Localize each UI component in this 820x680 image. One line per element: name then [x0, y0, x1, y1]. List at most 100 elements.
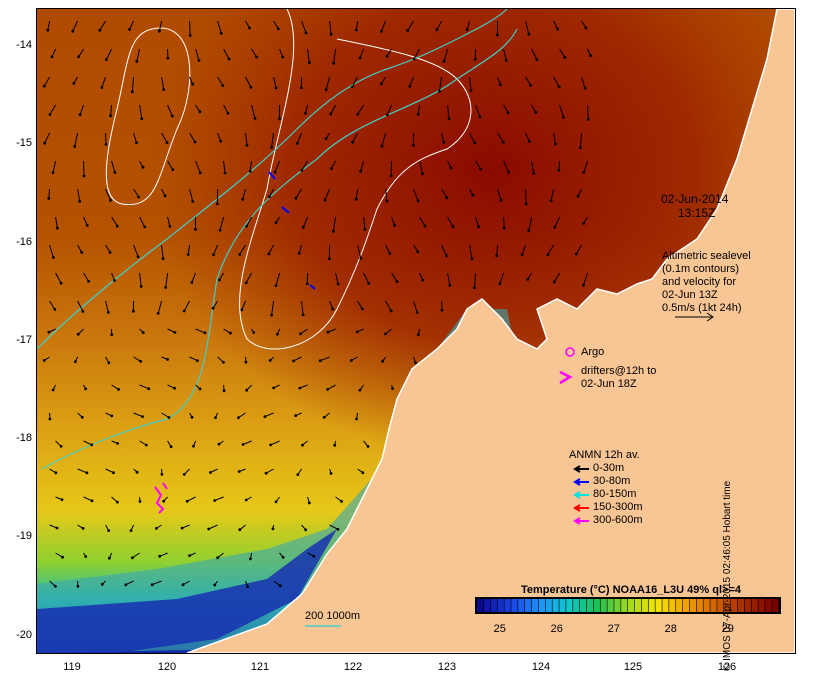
velocity-vector — [47, 20, 51, 31]
velocity-vector-head — [473, 286, 476, 290]
velocity-vector-head — [54, 584, 57, 588]
colorbar-tick-label: 25 — [493, 623, 506, 635]
velocity-vector — [44, 132, 51, 144]
velocity-vector-head — [576, 194, 580, 198]
velocity-vector-head — [527, 32, 531, 36]
colorbar-cell — [531, 599, 539, 612]
velocity-vector-head — [389, 174, 393, 178]
velocity-vector-head — [166, 56, 170, 60]
velocity-vector — [239, 244, 246, 255]
velocity-vector-head — [421, 172, 424, 176]
velocity-vector-head — [141, 415, 144, 418]
velocity-vector — [110, 104, 113, 116]
velocity-vector-head — [363, 228, 367, 231]
velocity-vector — [554, 216, 561, 228]
velocity-vector-head — [168, 224, 172, 228]
velocity-vector-head — [349, 359, 353, 362]
velocity-vector-head — [108, 556, 111, 560]
velocity-vector-head — [470, 257, 474, 261]
velocity-vector — [330, 104, 337, 115]
isobath-200m — [41, 28, 518, 470]
velocity-vector-head — [389, 309, 393, 313]
velocity-vector-head — [479, 167, 482, 171]
velocity-vector-head — [48, 113, 52, 116]
lon-tick-label: 120 — [157, 661, 177, 673]
velocity-vector-head — [502, 226, 506, 230]
velocity-vector — [413, 300, 418, 313]
velocity-vector-head — [241, 443, 245, 446]
velocity-vector-head — [162, 88, 166, 91]
velocity-vector-head — [532, 172, 536, 175]
velocity-vector-head — [222, 389, 226, 393]
velocity-vector — [158, 20, 163, 32]
velocity-vector — [391, 216, 396, 226]
velocity-vector-head — [354, 197, 358, 201]
velocity-vector-head — [144, 443, 148, 447]
colorbar-cell — [600, 599, 607, 612]
velocity-vector — [419, 160, 423, 174]
velocity-vector — [183, 300, 191, 312]
velocity-vector-head — [278, 117, 281, 121]
velocity-vector-head — [294, 196, 298, 200]
velocity-vector — [550, 188, 555, 201]
velocity-vector-head — [440, 308, 444, 312]
velocity-vector-head — [274, 500, 278, 504]
velocity-vector-head — [331, 307, 335, 311]
colorbar-cell — [504, 599, 511, 612]
velocity-vector-head — [90, 499, 94, 503]
altimetry-note-line: (0.1m contours) — [662, 263, 740, 275]
velocity-vector-head — [435, 28, 439, 32]
velocity-vector-head — [584, 26, 588, 30]
colorbar-cell — [593, 599, 600, 612]
velocity-vector — [152, 580, 162, 586]
colorbar-cell — [490, 599, 497, 612]
velocity-vector-head — [386, 113, 389, 117]
velocity-vector-head — [170, 114, 174, 118]
velocity-vector — [105, 244, 111, 253]
velocity-vector — [105, 468, 114, 474]
velocity-vector-head — [507, 170, 510, 174]
velocity-vector — [335, 272, 339, 285]
velocity-vector — [413, 188, 419, 202]
velocity-vector-head — [131, 556, 134, 560]
velocity-vector-head — [71, 29, 75, 33]
velocity-vector-head — [209, 471, 212, 474]
velocity-vector-head — [110, 414, 114, 418]
velocity-vector-head — [469, 89, 473, 92]
velocity-vector-head — [116, 442, 119, 445]
velocity-vector-head — [495, 254, 499, 258]
velocity-vector-head — [173, 386, 176, 390]
velocity-vector — [417, 104, 421, 115]
colorbar-cell — [538, 599, 546, 612]
velocity-vector — [161, 132, 168, 144]
velocity-vector-head — [557, 85, 561, 89]
velocity-vector-head — [449, 166, 453, 170]
velocity-vector — [111, 216, 118, 227]
velocity-vector-head — [416, 113, 420, 116]
velocity-vector — [133, 188, 140, 198]
velocity-vector — [133, 244, 139, 257]
velocity-vector-head — [165, 141, 169, 145]
velocity-vector — [161, 76, 165, 90]
velocity-vector-head — [270, 146, 273, 149]
velocity-vector-head — [182, 309, 186, 313]
velocity-vector-head — [304, 528, 308, 532]
colorbar-cell — [518, 599, 525, 612]
velocity-vector-head — [305, 282, 309, 286]
velocity-vector — [497, 132, 504, 143]
velocity-vector-head — [329, 32, 333, 36]
velocity-vector-head — [147, 387, 151, 391]
velocity-vector — [189, 188, 194, 202]
colorbar-tick-label: 27 — [607, 623, 620, 635]
anmn-legend-arrow — [573, 465, 589, 473]
velocity-vector-head — [117, 388, 120, 391]
velocity-vector — [385, 300, 392, 312]
lat-tick-label: -15 — [16, 137, 32, 149]
velocity-vector-head — [524, 202, 528, 206]
velocity-vector — [52, 160, 57, 173]
velocity-vector — [293, 356, 302, 362]
velocity-vector-head — [276, 27, 280, 31]
velocity-vector-head — [87, 279, 90, 283]
velocity-vector — [581, 76, 586, 89]
altimetry-note-line: 0.5m/s (1kt 24h) — [662, 302, 742, 314]
